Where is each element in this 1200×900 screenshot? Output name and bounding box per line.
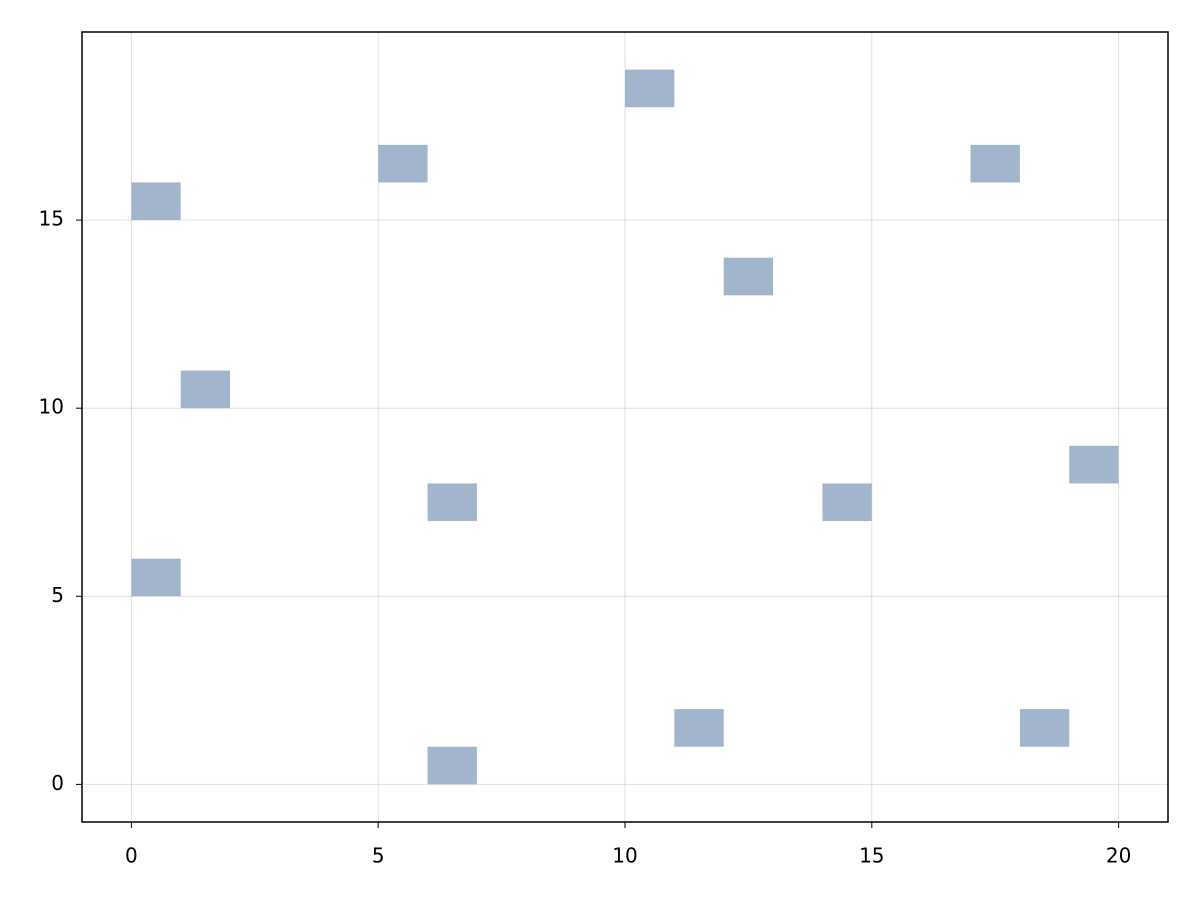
cell — [970, 144, 1020, 183]
x-tick-label: 0 — [125, 844, 138, 868]
cell — [723, 257, 774, 296]
cell — [131, 558, 181, 597]
cell — [674, 709, 724, 747]
x-tick-label: 10 — [612, 844, 637, 868]
cell — [1069, 445, 1119, 484]
cell — [131, 182, 181, 221]
y-tick-label: 0 — [51, 771, 64, 795]
x-tick-label: 5 — [372, 844, 385, 868]
ticks: 0 5 10 15 20 0 5 10 15 — [39, 207, 1132, 868]
cell — [427, 746, 477, 785]
cell — [378, 144, 428, 183]
x-tick-label: 15 — [859, 844, 884, 868]
y-tick-label: 15 — [39, 207, 64, 231]
cell — [180, 370, 231, 409]
cell — [625, 69, 675, 108]
cell — [822, 483, 872, 522]
cell — [1019, 709, 1070, 747]
y-tick-label: 5 — [51, 583, 64, 607]
marks — [131, 69, 1119, 785]
y-tick-label: 10 — [39, 395, 64, 419]
cell — [427, 483, 477, 522]
x-tick-label: 20 — [1106, 844, 1131, 868]
